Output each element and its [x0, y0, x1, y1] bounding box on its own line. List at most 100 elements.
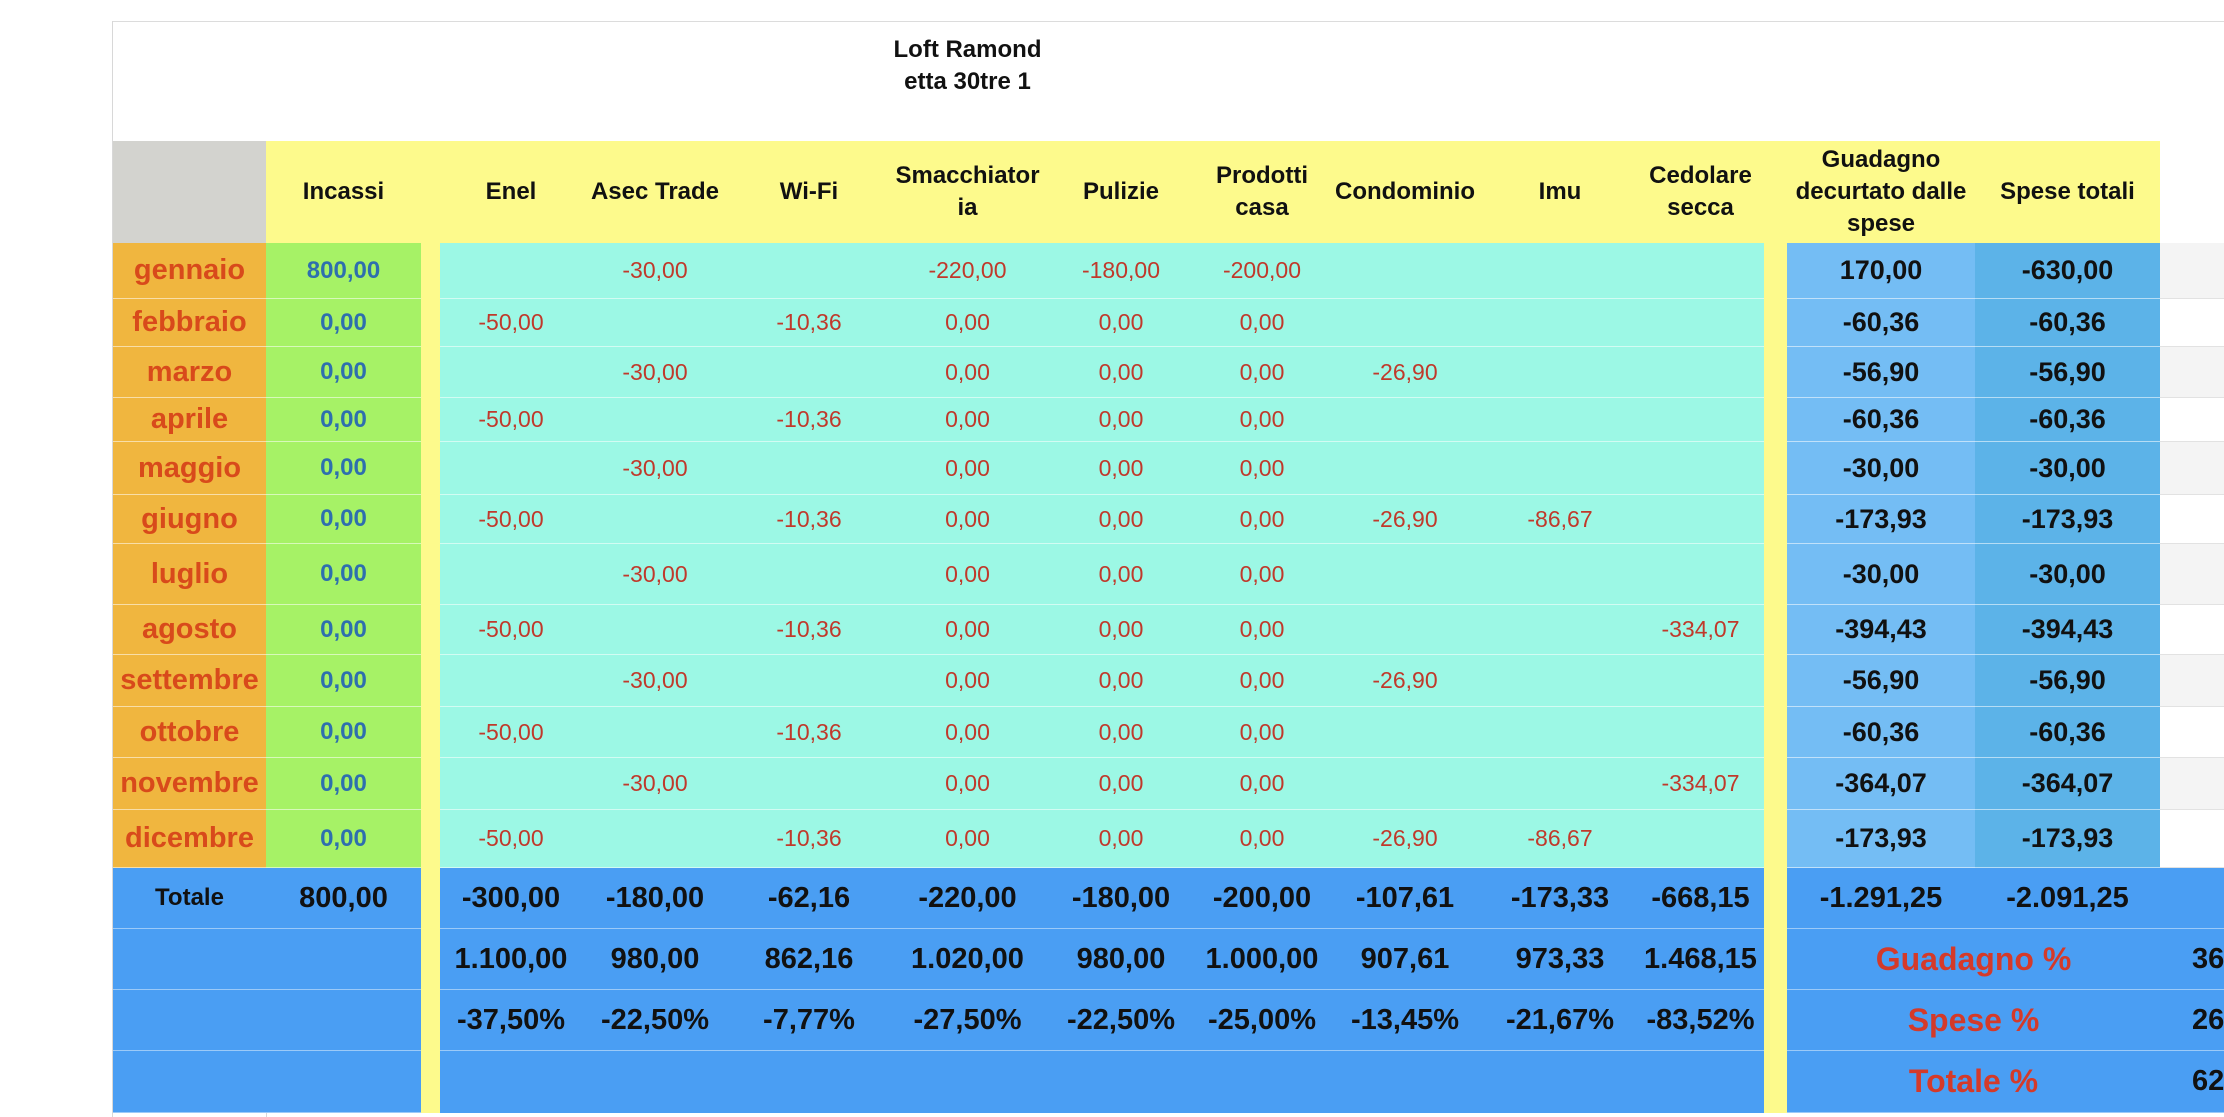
spese-totali-cell[interactable]: -60,36 — [1975, 299, 2160, 347]
expense-cell-imu[interactable] — [1483, 707, 1637, 758]
expense-cell-wifi[interactable]: -10,36 — [728, 605, 890, 655]
expense-cell-prodotti[interactable]: 0,00 — [1197, 758, 1327, 810]
income-cell[interactable]: 0,00 — [266, 495, 421, 544]
total-spese[interactable]: -2.091,25 — [1975, 868, 2160, 929]
guadagno-cell[interactable]: -30,00 — [1787, 442, 1975, 495]
column-header-imu[interactable]: Imu — [1483, 141, 1637, 243]
expense-cell-asec[interactable]: -30,00 — [582, 758, 728, 810]
expense-cell-imu[interactable] — [1483, 347, 1637, 398]
income-cell[interactable]: 0,00 — [266, 655, 421, 707]
expense-cell-wifi[interactable]: -10,36 — [728, 707, 890, 758]
expense-cell-condominio[interactable]: -26,90 — [1327, 655, 1483, 707]
income-cell[interactable]: 0,00 — [266, 544, 421, 605]
expense-cell-condominio[interactable] — [1327, 544, 1483, 605]
guadagno-cell[interactable]: 170,00 — [1787, 243, 1975, 299]
expense-cell-pulizie[interactable]: 0,00 — [1045, 442, 1197, 495]
column-header-condominio[interactable]: Condominio — [1327, 141, 1483, 243]
expense-cell-pulizie[interactable]: 0,00 — [1045, 398, 1197, 442]
expense-cell-enel[interactable]: -50,00 — [440, 707, 582, 758]
spese-totali-cell[interactable]: -60,36 — [1975, 707, 2160, 758]
expense-cell-smacchiatoria[interactable]: 0,00 — [890, 299, 1045, 347]
expense-cell-cedolare[interactable] — [1637, 243, 1764, 299]
expense-cell-smacchiatoria[interactable]: 0,00 — [890, 495, 1045, 544]
difference-condominio[interactable]: 907,61 — [1327, 929, 1483, 990]
expense-cell-smacchiatoria[interactable]: 0,00 — [890, 347, 1045, 398]
expense-cell-imu[interactable] — [1483, 442, 1637, 495]
expense-cell-prodotti[interactable]: 0,00 — [1197, 347, 1327, 398]
total-imu[interactable]: -173,33 — [1483, 868, 1637, 929]
total-guadagno[interactable]: -1.291,25 — [1787, 868, 1975, 929]
expense-cell-condominio[interactable] — [1327, 243, 1483, 299]
expense-cell-imu[interactable] — [1483, 544, 1637, 605]
income-cell[interactable]: 0,00 — [266, 707, 421, 758]
spese-totali-cell[interactable]: -173,93 — [1975, 810, 2160, 868]
month-label[interactable]: aprile — [113, 398, 266, 442]
percent-smacchiatoria[interactable]: -27,50% — [890, 990, 1045, 1051]
expense-cell-condominio[interactable] — [1327, 758, 1483, 810]
difference-enel[interactable]: 1.100,00 — [440, 929, 582, 990]
expense-cell-asec[interactable] — [582, 398, 728, 442]
spese-totali-cell[interactable]: -30,00 — [1975, 442, 2160, 495]
total-enel[interactable]: -300,00 — [440, 868, 582, 929]
expense-cell-enel[interactable]: -50,00 — [440, 810, 582, 868]
expense-cell-wifi[interactable] — [728, 243, 890, 299]
percent-cedolare[interactable]: -83,52% — [1637, 990, 1764, 1051]
expense-cell-asec[interactable] — [582, 605, 728, 655]
expense-cell-imu[interactable] — [1483, 758, 1637, 810]
spese-totali-cell[interactable]: -364,07 — [1975, 758, 2160, 810]
guadagno-cell[interactable]: -60,36 — [1787, 707, 1975, 758]
spese-totali-cell[interactable]: -60,36 — [1975, 398, 2160, 442]
month-label[interactable]: novembre — [113, 758, 266, 810]
expense-cell-prodotti[interactable]: 0,00 — [1197, 707, 1327, 758]
total-condominio[interactable]: -107,61 — [1327, 868, 1483, 929]
summary-value[interactable]: 62 — [2160, 1051, 2224, 1113]
expense-cell-enel[interactable] — [440, 544, 582, 605]
income-cell[interactable]: 0,00 — [266, 758, 421, 810]
summary-label[interactable]: Guadagno % — [1787, 929, 2160, 990]
month-label[interactable]: maggio — [113, 442, 266, 495]
expense-cell-cedolare[interactable] — [1637, 544, 1764, 605]
total-cedolare[interactable]: -668,15 — [1637, 868, 1764, 929]
column-header-pulizie[interactable]: Pulizie — [1045, 141, 1197, 243]
expense-cell-prodotti[interactable]: 0,00 — [1197, 605, 1327, 655]
expense-cell-pulizie[interactable]: 0,00 — [1045, 605, 1197, 655]
summary-value[interactable]: 26 — [2160, 990, 2224, 1051]
expense-cell-enel[interactable] — [440, 442, 582, 495]
income-cell[interactable]: 0,00 — [266, 605, 421, 655]
column-header-guadagno[interactable]: Guadagno decurtato dalle spese — [1787, 141, 1975, 243]
month-label[interactable]: giugno — [113, 495, 266, 544]
column-header-prodotti[interactable]: Prodotti casa — [1197, 141, 1327, 243]
expense-cell-cedolare[interactable] — [1637, 495, 1764, 544]
difference-pulizie[interactable]: 980,00 — [1045, 929, 1197, 990]
expense-cell-prodotti[interactable]: 0,00 — [1197, 442, 1327, 495]
expense-cell-imu[interactable]: -86,67 — [1483, 810, 1637, 868]
total-prodotti[interactable]: -200,00 — [1197, 868, 1327, 929]
expense-cell-pulizie[interactable]: 0,00 — [1045, 347, 1197, 398]
expense-cell-condominio[interactable] — [1327, 299, 1483, 347]
difference-asec[interactable]: 980,00 — [582, 929, 728, 990]
spese-totali-cell[interactable]: -394,43 — [1975, 605, 2160, 655]
difference-wifi[interactable]: 862,16 — [728, 929, 890, 990]
percent-condominio[interactable]: -13,45% — [1327, 990, 1483, 1051]
expense-cell-asec[interactable]: -30,00 — [582, 655, 728, 707]
expense-cell-smacchiatoria[interactable]: 0,00 — [890, 442, 1045, 495]
expense-cell-wifi[interactable] — [728, 347, 890, 398]
month-label[interactable]: dicembre — [113, 810, 266, 868]
expense-cell-cedolare[interactable] — [1637, 655, 1764, 707]
column-header-wifi[interactable]: Wi-Fi — [728, 141, 890, 243]
income-cell[interactable]: 800,00 — [266, 243, 421, 299]
guadagno-cell[interactable]: -364,07 — [1787, 758, 1975, 810]
expense-cell-smacchiatoria[interactable]: 0,00 — [890, 758, 1045, 810]
expense-cell-pulizie[interactable]: 0,00 — [1045, 810, 1197, 868]
month-label[interactable]: marzo — [113, 347, 266, 398]
expense-cell-condominio[interactable]: -26,90 — [1327, 347, 1483, 398]
expense-cell-smacchiatoria[interactable]: 0,00 — [890, 398, 1045, 442]
expense-cell-prodotti[interactable]: 0,00 — [1197, 544, 1327, 605]
summary-label[interactable]: Totale % — [1787, 1051, 2160, 1113]
expense-cell-cedolare[interactable]: -334,07 — [1637, 758, 1764, 810]
expense-cell-imu[interactable] — [1483, 655, 1637, 707]
guadagno-cell[interactable]: -60,36 — [1787, 398, 1975, 442]
spese-totali-cell[interactable]: -630,00 — [1975, 243, 2160, 299]
expense-cell-pulizie[interactable]: 0,00 — [1045, 707, 1197, 758]
column-header-cedolare[interactable]: Cedolare secca — [1637, 141, 1764, 243]
